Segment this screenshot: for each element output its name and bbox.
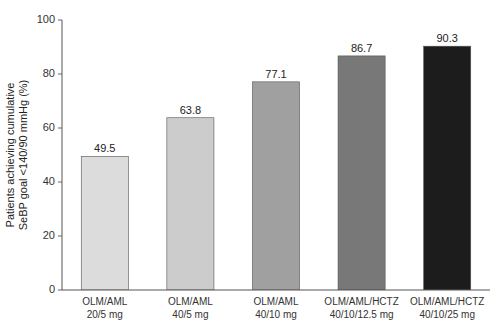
x-tick-label: OLM/AML/HCTZ40/10/12.5 mg	[324, 296, 398, 320]
chart: 0 20 40 60 80 100 49.5 63.8 77.1 86.7 90.3 OLM/AML2…	[0, 0, 500, 330]
data-labels: 49.5 63.8 77.1 86.7 90.3	[94, 32, 458, 154]
x-tick-label: OLM/AML40/5 mg	[168, 296, 213, 320]
data-label: 90.3	[436, 32, 457, 44]
y-axis-label: Patients achieving cumulativeSeBP goal <…	[4, 80, 29, 231]
y-axis: 0 20 40 60 80 100	[37, 13, 62, 295]
y-tick	[58, 236, 62, 237]
bar	[252, 82, 299, 290]
data-label: 86.7	[351, 42, 372, 54]
data-label: 49.5	[94, 142, 115, 154]
y-tick-label: 80	[43, 67, 55, 79]
bar	[167, 118, 214, 290]
y-tick-label: 0	[49, 283, 55, 295]
bars	[81, 46, 470, 290]
bar	[81, 156, 128, 290]
x-tick-label: OLM/AML40/10 mg	[253, 296, 298, 320]
x-axis: OLM/AML20/5 mg OLM/AML40/5 mg OLM/AML40/10…	[82, 296, 484, 320]
y-tick-label: 20	[43, 229, 55, 241]
x-tick-label: OLM/AML/HCTZ40/10/25 mg	[410, 296, 484, 320]
bar	[424, 46, 471, 290]
x-axis-line	[62, 290, 490, 291]
y-tick	[58, 74, 62, 75]
y-axis-line	[62, 20, 63, 290]
chart-container: 0 20 40 60 80 100 49.5 63.8 77.1 86.7 90.3 OLM/AML2…	[0, 0, 500, 330]
x-tick-label: OLM/AML20/5 mg	[82, 296, 127, 320]
bar	[338, 56, 385, 290]
y-tick	[58, 290, 62, 291]
y-tick	[58, 182, 62, 183]
y-tick	[58, 20, 62, 21]
y-tick-label: 40	[43, 175, 55, 187]
y-tick	[58, 128, 62, 129]
y-tick-label: 60	[43, 121, 55, 133]
y-tick-label: 100	[37, 13, 55, 25]
data-label: 63.8	[180, 104, 201, 116]
data-label: 77.1	[265, 68, 286, 80]
